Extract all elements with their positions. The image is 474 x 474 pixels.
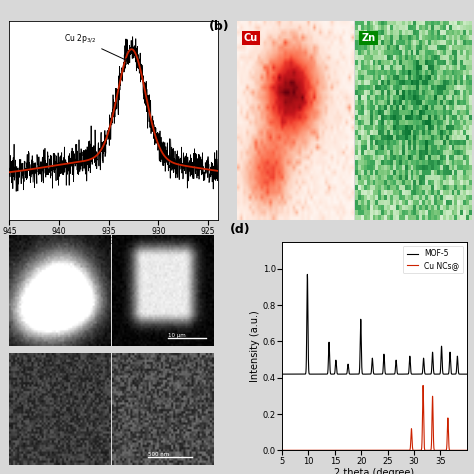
MOF-5 — [358, 323, 364, 328]
MOF-5 — [304, 272, 310, 277]
Legend: MOF-5, Cu NCs@: MOF-5, Cu NCs@ — [403, 246, 463, 273]
MOF-5 — [464, 371, 470, 377]
Y-axis label: Intensity (a.u.): Intensity (a.u.) — [250, 310, 260, 382]
MOF-5 — [460, 371, 466, 377]
MOF-5 — [350, 371, 356, 377]
X-axis label: 2 theta (degree): 2 theta (degree) — [334, 468, 415, 474]
MOF-5 — [279, 371, 285, 377]
Text: 500 nm: 500 nm — [148, 452, 169, 456]
Cu NCs@ — [440, 447, 446, 453]
Cu NCs@ — [300, 447, 306, 453]
MOF-5 — [300, 371, 306, 377]
Text: (d): (d) — [230, 223, 251, 237]
Cu NCs@ — [420, 383, 426, 388]
Text: Cu: Cu — [244, 33, 258, 43]
Cu NCs@ — [460, 447, 466, 453]
Text: Cu 2p$_{3/2}$: Cu 2p$_{3/2}$ — [64, 32, 128, 61]
Cu NCs@ — [350, 447, 356, 453]
MOF-5 — [311, 371, 317, 377]
MOF-5 — [440, 371, 446, 377]
Text: Zn: Zn — [362, 33, 375, 43]
Text: 10 μm: 10 μm — [168, 333, 186, 338]
Cu NCs@ — [358, 447, 364, 453]
Cu NCs@ — [464, 447, 470, 453]
Cu NCs@ — [311, 447, 317, 453]
Text: (b): (b) — [209, 20, 229, 33]
Line: MOF-5: MOF-5 — [282, 274, 467, 374]
X-axis label: Binding Energy (eV): Binding Energy (eV) — [72, 237, 156, 246]
Cu NCs@ — [279, 447, 285, 453]
Line: Cu NCs@: Cu NCs@ — [282, 385, 467, 450]
